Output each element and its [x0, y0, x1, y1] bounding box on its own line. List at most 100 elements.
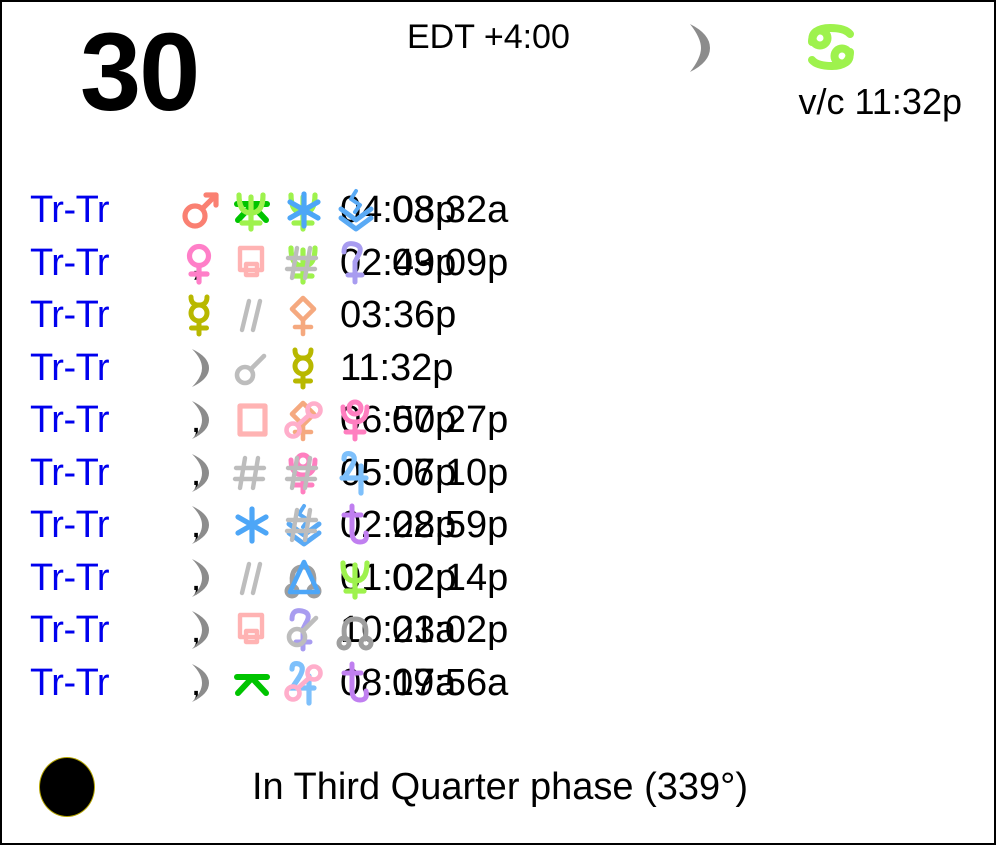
cancer-zodiac-icon — [800, 16, 862, 78]
transit-transit-label: Tr-Tr — [30, 504, 110, 547]
ceres-asteroid-icon — [278, 292, 330, 338]
sesquiquadrate-aspect-icon — [278, 450, 330, 496]
empty-slot — [226, 607, 278, 653]
transit-transit-label: Tr-Tr — [30, 609, 110, 652]
aspect-group: 03:09p — [226, 240, 544, 286]
aspect-row[interactable]: Tr-Tr 03:36p — [2, 289, 994, 342]
aspect-list: Tr-Tr 04:08p 03:32a Tr-Tr 02:49p, 03:09p Tr-Tr… — [2, 184, 994, 710]
aspect-time: 03:36p — [340, 294, 457, 337]
aspect-row[interactable]: Tr-Tr 04:08p 03:32a — [2, 184, 994, 237]
parallel-aspect-icon — [226, 555, 278, 601]
group-separator: , — [190, 609, 202, 652]
aspect-group: 03:32a — [226, 187, 544, 233]
aspect-row[interactable]: Tr-Tr 06:50p, 07:27p — [2, 394, 994, 447]
aspect-time: 02:14p — [392, 556, 509, 599]
moon-planet-icon — [174, 345, 226, 391]
venus-planet-icon — [174, 240, 226, 286]
aspect-row[interactable]: Tr-Tr 08:17a, 09:56a — [2, 657, 994, 710]
aspect-time: 08:17a — [340, 661, 457, 704]
aspect-group: 02:59p — [226, 502, 544, 548]
aspect-group: 09:56a — [226, 660, 544, 706]
saturn-planet-icon — [330, 660, 382, 706]
aspect-row[interactable]: Tr-Tr 02:49p, 03:09p — [2, 237, 994, 290]
empty-slot — [226, 502, 278, 548]
void-of-course-label: v/c 11:32p — [798, 81, 962, 122]
aspect-row[interactable]: Tr-Tr 11:32p — [2, 342, 994, 395]
trine-aspect-icon — [278, 555, 330, 601]
aspect-row[interactable]: Tr-Tr 01:02p, 02:14p — [2, 552, 994, 605]
opposition-aspect-icon — [278, 397, 330, 443]
transit-transit-label: Tr-Tr — [30, 661, 110, 704]
aspect-group: 06:10p — [226, 450, 544, 496]
pallas-asteroid-icon — [330, 240, 382, 286]
aspect-row[interactable]: Tr-Tr 02:28p, 02:59p — [2, 499, 994, 552]
aspect-row[interactable]: Tr-Tr 05:07p, 06:10p — [2, 447, 994, 500]
transit-transit-label: Tr-Tr — [30, 556, 110, 599]
aspect-time: 01:02p — [392, 609, 509, 652]
sesquiquadrate-aspect-icon — [278, 502, 330, 548]
moon-phase-text: In Third Quarter phase (339°) — [251, 766, 749, 808]
conjunction-aspect-icon — [278, 607, 330, 653]
mars-planet-icon — [174, 187, 226, 233]
square-aspect-icon — [226, 397, 278, 443]
conjunction-aspect-icon — [226, 345, 278, 391]
north-node-icon — [330, 607, 382, 653]
semisquare-aspect-icon — [226, 607, 278, 653]
aspect-group: 07:27p — [226, 397, 544, 443]
empty-slot — [226, 397, 278, 443]
aspect-group: 01:02p — [226, 607, 544, 653]
moon-planet-icon — [174, 555, 226, 601]
aspect-time: 03:09p — [392, 241, 509, 284]
parallel-aspect-icon — [226, 292, 278, 338]
transit-transit-label: Tr-Tr — [30, 189, 110, 232]
empty-slot — [226, 240, 278, 286]
aspect-time: 09:56a — [392, 661, 509, 704]
card-header: 30 EDT +4:00 v/c 11:32p — [2, 2, 994, 152]
sesquiquadrate-aspect-icon — [226, 450, 278, 496]
opposition-aspect-icon — [278, 660, 330, 706]
card-footer: In Third Quarter phase (339°) — [2, 744, 994, 843]
aspect-time: 04:08p — [340, 189, 457, 232]
aspect-row[interactable]: Tr-Tr 10:23a, 01:02p — [2, 604, 994, 657]
saturn-planet-icon — [330, 502, 382, 548]
transit-transit-label: Tr-Tr — [30, 241, 110, 284]
transit-transit-label: Tr-Tr — [30, 294, 110, 337]
neptune-planet-icon — [226, 187, 278, 233]
transit-transit-label: Tr-Tr — [30, 346, 110, 389]
moon-planet-icon — [174, 397, 226, 443]
aspect-time: 02:59p — [392, 504, 509, 547]
transit-transit-label: Tr-Tr — [30, 399, 110, 442]
aspect-group: 02:14p — [226, 555, 544, 601]
moon-planet-icon — [174, 450, 226, 496]
sesquiquadrate-aspect-icon — [278, 240, 330, 286]
quincunx-aspect-icon — [226, 660, 278, 706]
group-separator: , — [190, 556, 202, 599]
aspect-time: 06:10p — [392, 451, 509, 494]
aspect-time: 11:32p — [340, 346, 454, 389]
aspect-time: 03:32a — [392, 189, 509, 232]
group-separator: , — [190, 451, 202, 494]
semisquare-aspect-icon — [226, 240, 278, 286]
sextile-aspect-icon — [226, 502, 278, 548]
moon-planet-icon — [174, 660, 226, 706]
chiron-asteroid-icon — [330, 187, 382, 233]
timezone-label: EDT +4:00 — [407, 18, 570, 56]
moon-planet-icon — [174, 607, 226, 653]
waning-crescent-moon-icon — [670, 20, 726, 76]
transit-transit-label: Tr-Tr — [30, 451, 110, 494]
empty-slot — [226, 555, 278, 601]
aspect-time: 07:27p — [392, 399, 509, 442]
aspect-time: 02:28p — [340, 504, 457, 547]
dark-moon-disc-icon — [40, 758, 94, 816]
group-separator: , — [190, 399, 202, 442]
day-number: 30 — [80, 11, 200, 134]
group-separator: , — [190, 504, 202, 547]
empty-slot — [226, 450, 278, 496]
neptune-planet-icon — [330, 555, 382, 601]
group-separator: , — [190, 661, 202, 704]
sextile-aspect-icon — [278, 187, 330, 233]
empty-slot — [226, 660, 278, 706]
pluto-planet-icon — [330, 397, 382, 443]
moon-planet-icon — [174, 502, 226, 548]
